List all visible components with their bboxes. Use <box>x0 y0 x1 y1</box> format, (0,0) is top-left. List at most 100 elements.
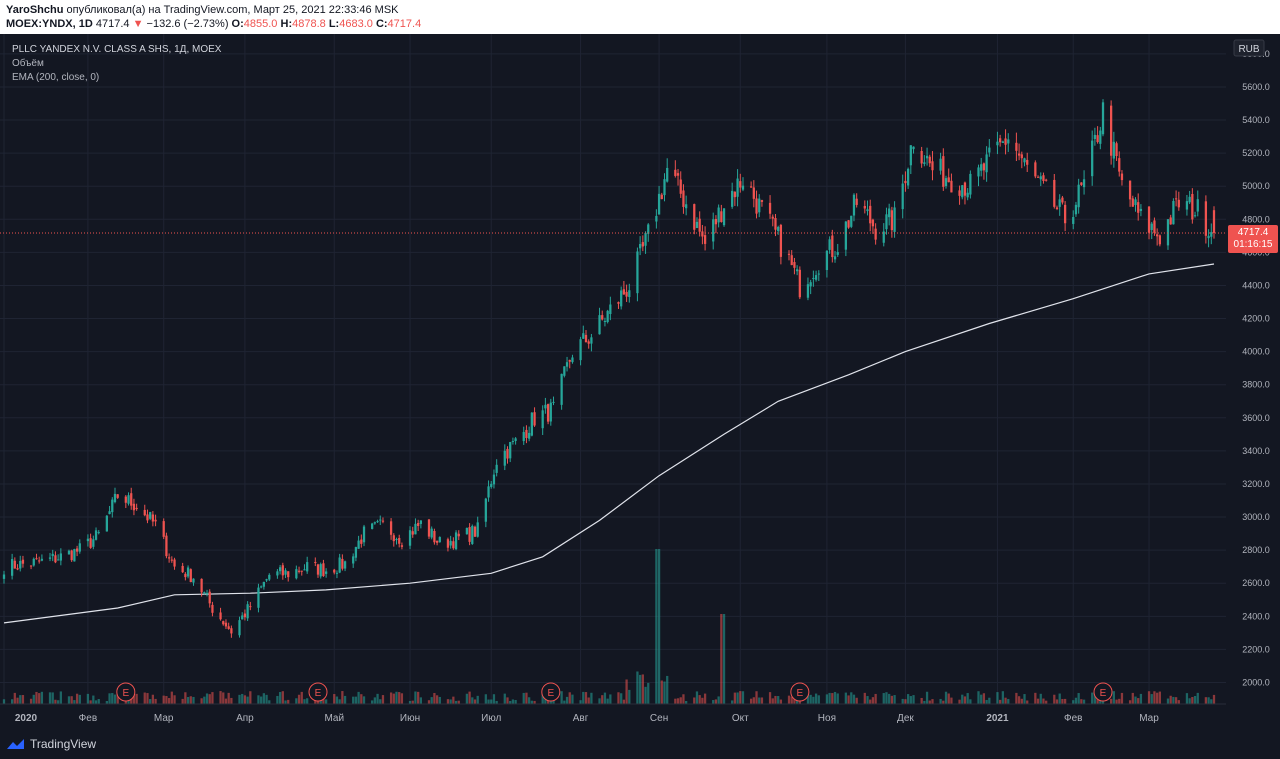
volume-bar <box>249 691 252 704</box>
price-axis[interactable]: 5800.05600.05400.05200.05000.04800.04600… <box>1226 34 1280 730</box>
volume-bar <box>48 692 52 704</box>
ema-legend[interactable]: EMA (200, close, 0) <box>12 72 100 83</box>
candle-body <box>1017 153 1021 156</box>
candle-body <box>333 569 336 573</box>
volume-bar <box>828 692 831 704</box>
candle-body <box>276 571 279 576</box>
candle-body <box>48 557 52 559</box>
candle-body <box>790 255 793 266</box>
candle-body <box>703 235 707 244</box>
candle-body <box>338 557 341 573</box>
volume-bar <box>1120 692 1124 704</box>
candle-body <box>636 251 639 294</box>
candle-body <box>446 539 450 548</box>
candle-body <box>749 186 753 188</box>
volume-bar <box>568 692 571 704</box>
candle-body <box>181 565 184 573</box>
volume-bar <box>1139 693 1143 704</box>
volume-bar <box>988 697 991 704</box>
candle-body <box>685 204 688 209</box>
volume-legend[interactable]: Объём <box>12 58 44 69</box>
candle-body <box>1063 204 1067 224</box>
candle-body <box>525 429 528 439</box>
tradingview-logo[interactable]: TradingView <box>6 737 96 751</box>
volume-bar <box>793 696 796 704</box>
ema-path <box>3 263 1215 624</box>
volume-bar <box>590 692 593 704</box>
candle-body <box>1072 217 1075 224</box>
volume-bar <box>105 700 108 704</box>
volume-bar <box>890 695 894 704</box>
volume-bar <box>644 686 647 704</box>
volume-bar <box>582 691 585 704</box>
candle-body <box>433 530 436 543</box>
volume-bar <box>1053 694 1056 704</box>
candle-body <box>1034 162 1037 177</box>
volume-bar <box>806 691 810 704</box>
time-axis[interactable]: 2020 Фев Мар Апр Май Июн Июл Авг Сен Окт Ноя Дек 202… <box>0 703 1226 730</box>
volume-bar <box>130 696 133 704</box>
candle-body <box>644 232 647 246</box>
currency-badge[interactable]: RUB <box>1233 39 1265 57</box>
volume-bar <box>693 697 696 704</box>
candle-body <box>831 235 834 258</box>
time-tick-label: 2021 <box>986 713 1009 724</box>
volume-bar <box>657 549 661 704</box>
candle-body <box>509 442 512 459</box>
volume-bar <box>980 694 983 704</box>
price-tick-label: 2600.0 <box>1242 578 1270 588</box>
volume-bar <box>1115 699 1118 704</box>
candle-body <box>1101 102 1105 135</box>
candle-body <box>1207 235 1210 239</box>
volume-bar <box>189 696 192 704</box>
candle-body <box>552 401 555 403</box>
volume-bar <box>969 699 972 704</box>
candle-body <box>888 208 891 218</box>
candle-body <box>435 540 439 543</box>
volume-bar <box>1166 698 1170 704</box>
volume-bar <box>1034 692 1037 704</box>
volume-bar <box>1063 698 1067 704</box>
volume-bar <box>184 692 187 704</box>
candle-body <box>262 581 266 587</box>
candle-body <box>116 494 119 498</box>
candle-body <box>1115 143 1118 157</box>
candle-body <box>300 570 303 572</box>
price-tick-label: 5400.0 <box>1242 115 1270 125</box>
candle-body <box>961 185 964 198</box>
symbol-legend[interactable]: PLLC YANDEX N.V. CLASS A SHS, 1Д, MOEX <box>12 44 222 55</box>
candle-body <box>798 269 801 298</box>
candle-body <box>35 558 38 560</box>
volume-bar <box>787 695 791 704</box>
candle-body <box>882 231 885 243</box>
volume-bar <box>57 700 60 704</box>
volume-bar <box>306 698 309 704</box>
volume-bar <box>335 696 339 704</box>
volume-bar <box>146 693 149 704</box>
candle-body <box>10 559 14 576</box>
candle-body <box>606 310 609 322</box>
price-tick-label: 3000.0 <box>1242 512 1270 522</box>
candle-body <box>265 579 268 581</box>
price-tick-label: 2800.0 <box>1242 545 1270 555</box>
candle-body <box>70 550 73 561</box>
candle-body <box>847 220 850 228</box>
candle-body <box>533 412 536 426</box>
volume-bar <box>457 700 460 704</box>
candle-body <box>1045 179 1048 181</box>
candle-body <box>617 302 620 304</box>
volume-bar <box>601 695 604 704</box>
candle-body <box>969 173 972 195</box>
volume-bar <box>638 674 642 704</box>
volume-bar <box>893 695 896 704</box>
candle-body <box>86 538 90 542</box>
high-label: H: <box>280 18 293 30</box>
volume-bar <box>755 691 758 704</box>
author-name[interactable]: YaroShchu <box>6 4 64 16</box>
volume-bar <box>909 696 912 704</box>
time-tick-label: Июн <box>400 713 420 724</box>
candle-body <box>40 558 44 561</box>
volume-bar <box>579 700 582 704</box>
